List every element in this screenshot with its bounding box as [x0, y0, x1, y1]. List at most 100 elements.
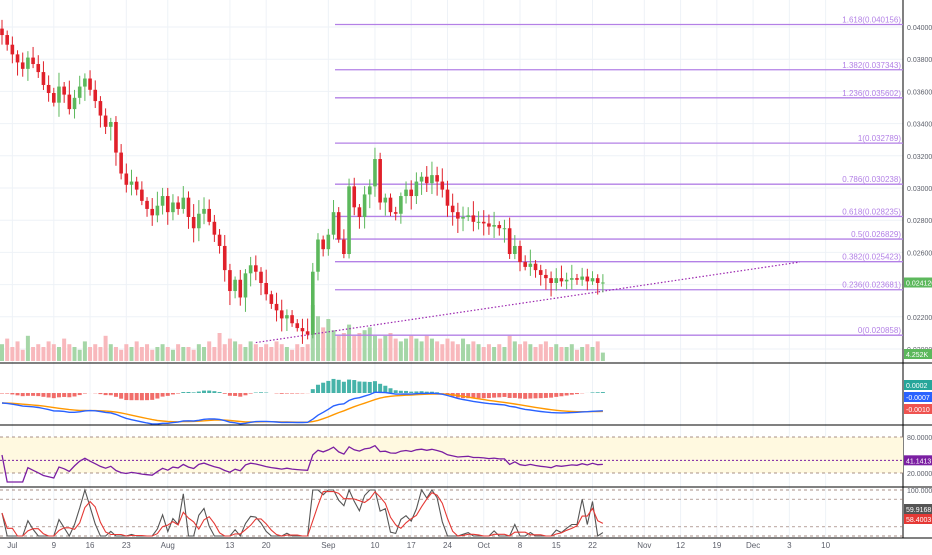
candle-body-95	[492, 225, 496, 227]
candle-body-7	[36, 64, 40, 72]
volume-bar-100	[518, 344, 522, 361]
volume-bar-98	[508, 336, 512, 361]
macd-hist-73	[378, 384, 382, 393]
volume-bar-112	[580, 347, 584, 361]
candle-body-89	[461, 217, 465, 219]
macd-hist-23	[119, 393, 123, 399]
macd-hist-64	[332, 379, 336, 393]
candle-body-87	[451, 206, 455, 212]
candle-body-10	[52, 93, 56, 103]
macd-hist-57	[295, 393, 299, 394]
volume-bar-75	[389, 333, 393, 361]
candle-body-101	[523, 262, 527, 267]
volume-bar-55	[285, 347, 289, 361]
volume-bar-25	[130, 347, 134, 361]
candle-body-99	[513, 246, 517, 254]
candle-body-111	[575, 278, 579, 280]
candle-body-52	[270, 294, 274, 304]
volume-bar-33	[171, 350, 175, 361]
fib-label-0_382: 0.382(0.025423)	[842, 253, 901, 262]
volume-bar-99	[513, 341, 517, 361]
macd-hist-111	[575, 393, 579, 394]
macd-hist-7	[36, 393, 40, 396]
macd-hist-31	[161, 393, 165, 397]
macd-hist-97	[502, 393, 506, 397]
macd-hist-115	[596, 392, 600, 393]
volume-bar-52	[269, 347, 273, 361]
candle-body-57	[295, 323, 299, 328]
macd-hist-114	[591, 392, 595, 393]
candle-body-94	[487, 223, 491, 226]
macd-hist-68	[352, 380, 356, 393]
candle-body-46	[238, 280, 242, 298]
macd-hist-95	[492, 393, 496, 398]
volume-bar-106	[549, 347, 553, 361]
stochastic-panel	[0, 490, 903, 536]
volume-bar-9	[47, 341, 51, 361]
candle-body-24	[125, 174, 129, 185]
volume-bar-37	[192, 350, 196, 361]
macd-line-label: -0.0007	[906, 395, 930, 402]
x-tick-label-0: Jul	[7, 541, 17, 550]
candle-body-53	[275, 304, 279, 310]
candle-body-103	[534, 264, 538, 270]
volume-bar-14	[73, 347, 77, 361]
volume-bar-64	[332, 330, 336, 361]
macd-hist-28	[145, 393, 149, 400]
x-tick-label-5: 13	[225, 541, 234, 550]
x-tick-label-13: 15	[552, 541, 561, 550]
volume-bar-44	[228, 339, 232, 361]
volume-bar-19	[98, 347, 102, 361]
candle-body-60	[311, 272, 315, 335]
candle-body-98	[508, 228, 512, 254]
macd-line	[2, 392, 603, 424]
x-tick-label-1: 9	[52, 541, 57, 550]
candle-body-27	[140, 190, 144, 201]
candle-body-74	[384, 198, 388, 203]
macd-hist-36	[186, 392, 190, 393]
macd-hist-2	[10, 393, 14, 394]
fib-label-0_618: 0.618(0.028235)	[842, 207, 901, 216]
volume-bar-96	[497, 344, 501, 361]
volume-bar-94	[487, 344, 491, 361]
volume-bar-68	[352, 336, 356, 361]
macd-hist-98	[508, 393, 512, 398]
volume-bar-97	[502, 347, 506, 361]
candle-body-1	[5, 35, 9, 45]
macd-hist-54	[280, 393, 284, 394]
candle-body-5	[26, 58, 30, 69]
volume-bar-113	[585, 344, 589, 361]
macd-hist-62	[321, 383, 325, 393]
y-tick-label-10: 0.040000	[907, 25, 932, 32]
x-tick-label-15: Nov	[637, 541, 651, 550]
volume-bar-28	[145, 344, 149, 361]
volume-bar-31	[161, 344, 165, 361]
macd-hist-14	[73, 393, 77, 396]
candle-body-109	[565, 280, 569, 282]
candle-body-61	[316, 240, 320, 272]
candle-body-37	[192, 217, 196, 228]
volume-bar-56	[290, 350, 294, 361]
volume-bar-90	[466, 344, 470, 361]
volume-bar-73	[378, 339, 382, 361]
volume-bar-83	[430, 339, 434, 361]
candle-body-39	[202, 209, 206, 214]
candle-body-21	[109, 122, 113, 127]
x-tick-label-16: 12	[676, 541, 685, 550]
volume-bar-67	[347, 325, 351, 361]
volume-bar-86	[445, 339, 449, 361]
x-tick-label-11: Oct	[478, 541, 491, 550]
candle-body-26	[135, 182, 139, 190]
volume-bar-92	[477, 344, 481, 361]
rsi-panel	[0, 437, 903, 482]
candle-body-54	[280, 310, 284, 318]
volume-bar-54	[280, 344, 284, 361]
candle-body-33	[171, 202, 175, 212]
candle-body-84	[435, 175, 439, 181]
macd-hist-107	[554, 393, 558, 397]
macd-hist-32	[166, 393, 170, 396]
candle-body-13	[68, 95, 72, 109]
